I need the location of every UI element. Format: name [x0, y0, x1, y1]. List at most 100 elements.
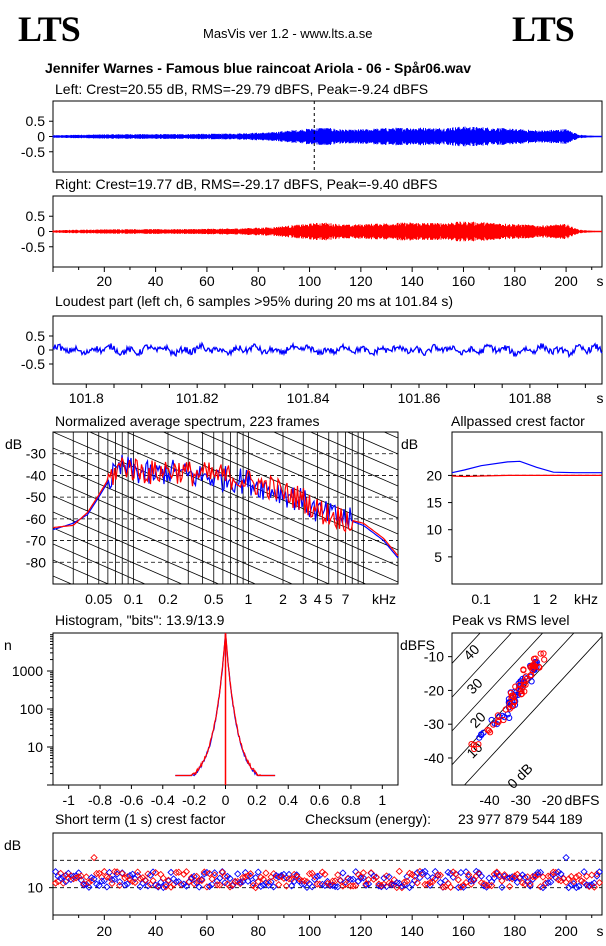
right-waveform-xtick-label: 200: [554, 273, 578, 289]
short-term-point-left: [218, 868, 226, 876]
short-term-point-right: [436, 871, 445, 879]
left-waveform-ytick-label: 0: [37, 129, 45, 145]
spectrum-ylabel: dB: [5, 436, 22, 452]
peak-rms-point-right: [471, 745, 478, 753]
short-term-point-right: [313, 880, 321, 888]
peak-rms-xtick-label: -20: [542, 792, 562, 808]
spectrum-diagonal: [383, 432, 398, 439]
peak-rms-point-right: [494, 712, 501, 719]
short-term-point-right: [203, 883, 211, 891]
short-term-point-right: [59, 879, 67, 887]
right-waveform-xtick-label: 180: [503, 273, 527, 289]
short-term-point-left: [467, 877, 475, 885]
right-waveform-ytick-label: 0.5: [26, 208, 46, 224]
short-term-point-left: [126, 871, 134, 880]
short-term-point-left: [123, 880, 132, 888]
peak-rms-point-right: [528, 663, 535, 670]
short-term-point-right: [488, 881, 496, 890]
peak-rms-point-right: [523, 675, 530, 683]
short-term-point-left: [393, 878, 401, 887]
short-term-point-right: [90, 853, 98, 862]
short-term-frame: [52, 832, 603, 916]
histogram-xtick-label: 0.4: [278, 792, 298, 808]
short-term-point-right: [336, 877, 344, 885]
spectrum-frame: [52, 431, 399, 585]
short-term-point-right: [516, 873, 524, 881]
short-term-point-left: [269, 883, 278, 891]
peak-rms-point-right: [537, 650, 544, 657]
short-term-point-right: [447, 883, 455, 891]
short-term-point-right: [421, 880, 429, 889]
peak-rms-diagonal: [463, 635, 602, 785]
short-term-point-left: [118, 869, 126, 877]
crest-xtick-label: 0.1: [471, 591, 491, 607]
short-term-point-left: [362, 881, 370, 889]
short-term-point-left: [90, 875, 98, 883]
loudest-xtick-label: 101.88: [508, 390, 551, 406]
short-term-point-left: [590, 879, 598, 887]
short-term-point-left: [434, 871, 442, 880]
short-term-point-left: [287, 882, 296, 890]
spectrum-diagonal: [53, 479, 294, 584]
short-term-point-right: [377, 881, 386, 890]
short-term-point-left: [236, 878, 244, 886]
short-term-xtick-label: 20: [97, 923, 113, 939]
short-term-point-left: [51, 868, 60, 876]
short-term-point-right: [344, 875, 352, 883]
peak-rms-point-right: [490, 721, 497, 728]
short-term-point-right: [567, 872, 575, 881]
peak-rms-point-left: [521, 674, 529, 681]
short-term-point-left: [103, 883, 111, 891]
short-term-point-right: [506, 882, 514, 891]
short-term-point-left: [565, 883, 573, 892]
short-term-point-right: [588, 871, 596, 879]
short-term-point-right: [495, 871, 504, 879]
logo-right: LTS: [512, 9, 575, 49]
short-term-point-left: [193, 879, 201, 887]
short-term-ytick-label: 10: [27, 880, 43, 896]
short-term-point-right: [198, 876, 206, 885]
loudest-xtick-label: 101.84: [287, 390, 330, 406]
short-term-point-right: [149, 877, 157, 885]
short-term-point-left: [80, 881, 88, 889]
histogram-xtick-label: 0.6: [310, 792, 330, 808]
short-term-point-left: [454, 883, 462, 892]
short-term-point-right: [85, 878, 93, 887]
short-term-point-right: [100, 867, 108, 876]
right-waveform-xtick-label: 80: [250, 273, 266, 289]
short-term-point-right: [282, 882, 291, 890]
peak-rms-ytick-label: -30: [424, 716, 444, 732]
short-term-point-right: [346, 882, 355, 890]
checksum-label: Checksum (energy):: [305, 811, 432, 827]
histogram-ylabel: n: [4, 637, 12, 653]
short-term-point-right: [213, 881, 221, 889]
short-term-point-right: [511, 872, 519, 880]
peak-rms-frame: [451, 632, 603, 786]
peak-rms-ytick-label: -10: [424, 649, 444, 665]
peak-rms-point-right: [529, 662, 536, 669]
spectrum-diagonal: [53, 495, 257, 584]
short-term-point-right: [398, 883, 406, 892]
short-term-xtick-label: 40: [148, 923, 164, 939]
short-term-point-right: [464, 870, 473, 879]
short-term-point-right: [108, 879, 116, 888]
short-term-point-right: [262, 869, 270, 877]
short-term-point-left: [187, 874, 196, 883]
spectrum-xtick-label: 2: [279, 591, 287, 607]
short-term-point-right: [275, 881, 283, 889]
short-term-point-left: [364, 880, 373, 888]
peak-rms-point-right: [520, 666, 527, 673]
short-term-point-left: [572, 883, 580, 892]
peak-rms-diagonal: [452, 633, 512, 698]
short-term-point-left: [167, 868, 175, 877]
short-term-xtick-label: 160: [452, 923, 476, 939]
short-term-point-left: [254, 868, 262, 876]
histogram-xtick-label: 0.8: [341, 792, 361, 808]
short-term-point-left: [544, 879, 552, 887]
spectrum-diagonal: [53, 432, 398, 583]
short-term-point-right: [305, 870, 314, 878]
loudest-xtick-label: 101.8: [69, 390, 104, 406]
short-term-point-left: [547, 878, 555, 886]
short-term-point-right: [113, 868, 121, 876]
peak-rms-diagonal: [452, 633, 544, 732]
